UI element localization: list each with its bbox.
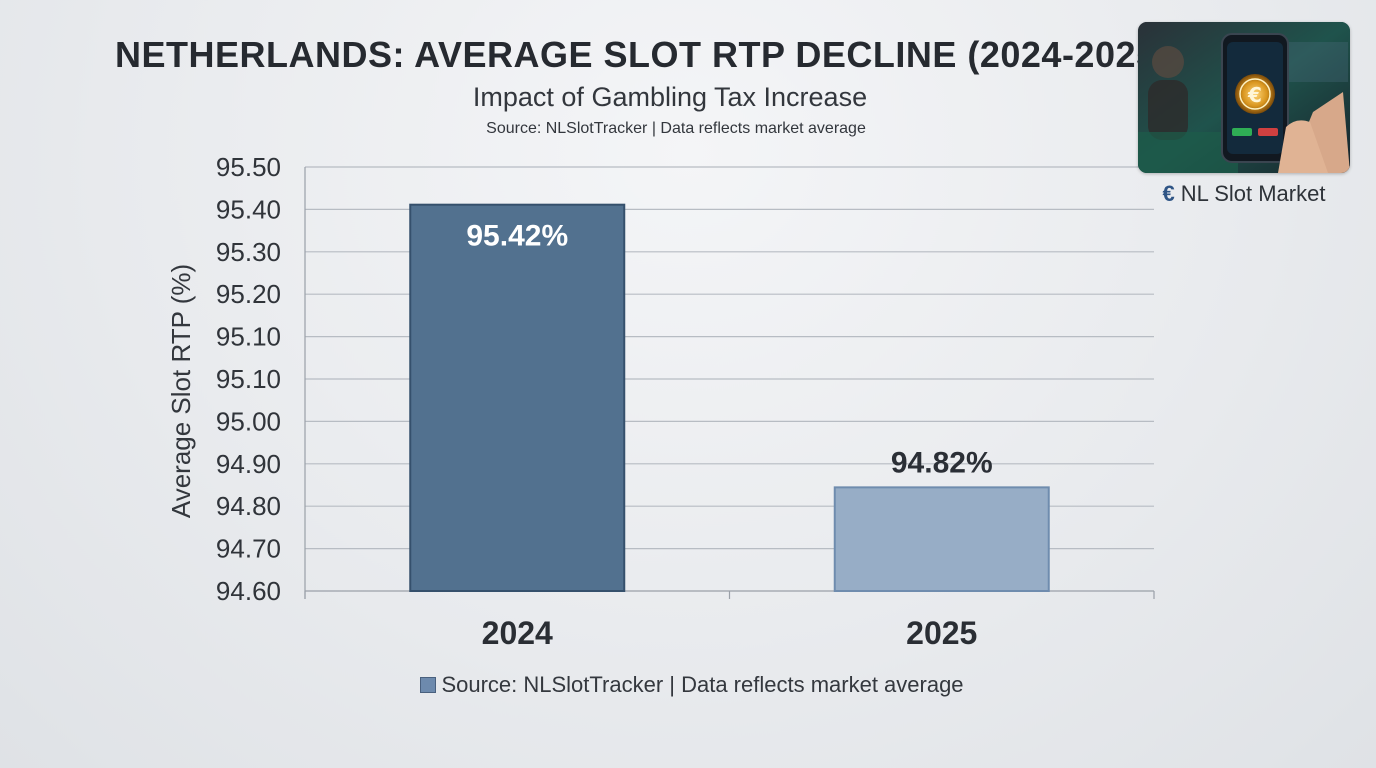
thumbnail-caption: € NL Slot Market (1138, 181, 1350, 207)
thumbnail-caption-text: NL Slot Market (1180, 181, 1326, 206)
y-tick-label: 95.10 (216, 364, 281, 394)
y-tick-label: 94.60 (216, 576, 281, 606)
phone-euro-icon: € (1138, 22, 1350, 173)
y-axis-label: Average Slot RTP (%) (166, 264, 196, 518)
y-tick-label: 94.90 (216, 449, 281, 479)
bar (409, 203, 626, 592)
chart-subtitle: Impact of Gambling Tax Increase (472, 82, 868, 112)
market-thumbnail: € (1138, 22, 1350, 173)
y-tick-label: 94.80 (216, 491, 281, 521)
y-tick-label: 95.50 (216, 152, 281, 182)
chart-legend: Source: NLSlotTracker | Data reflects ma… (0, 672, 1376, 698)
euro-symbol: € (1162, 181, 1175, 206)
legend-swatch (420, 677, 437, 693)
legend-label: Source: NLSlotTracker | Data reflects ma… (441, 672, 964, 697)
chart-title: NETHERLANDS: AVERAGE SLOT RTP DECLINE (2… (114, 34, 1169, 75)
y-tick-label: 95.10 (216, 322, 281, 352)
y-tick-label: 95.40 (216, 194, 281, 224)
y-tick-label: 94.70 (216, 534, 281, 564)
y-tick-label: 95.30 (216, 237, 281, 267)
x-tick-label: 2024 (482, 615, 553, 651)
chart-source-note: Source: NLSlotTracker | Data reflects ma… (486, 120, 866, 137)
bar (833, 486, 1050, 593)
x-tick-label: 2025 (906, 615, 977, 651)
y-tick-label: 95.20 (216, 279, 281, 309)
bar-value-label: 95.42% (466, 220, 568, 253)
svg-text:€: € (1247, 83, 1262, 107)
y-tick-label: 95.00 (216, 406, 281, 436)
bar-value-label: 94.82% (891, 446, 993, 479)
